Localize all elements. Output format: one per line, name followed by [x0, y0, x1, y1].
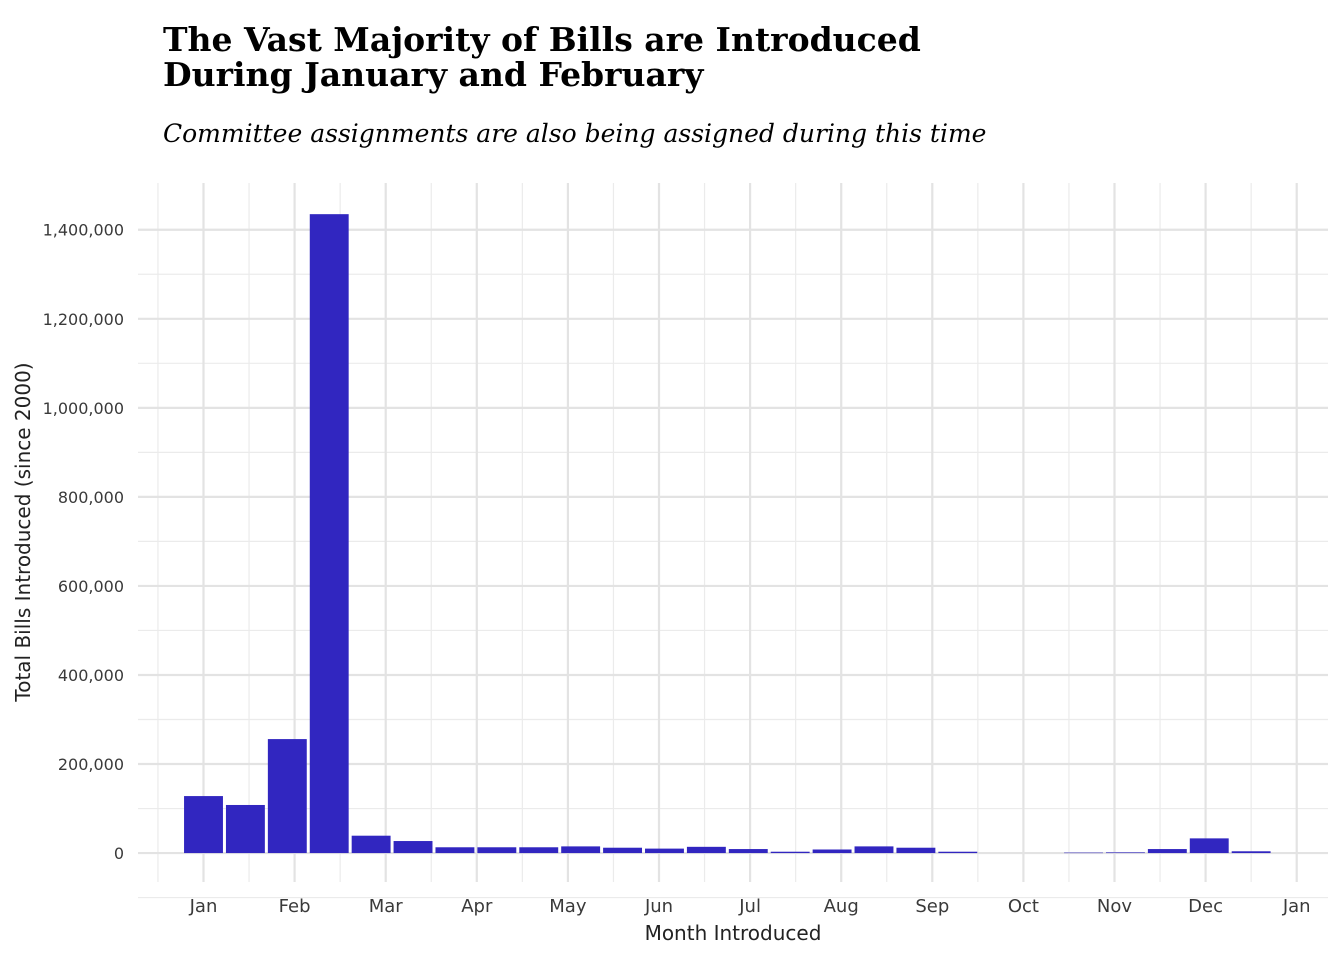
- bar: [1231, 851, 1271, 854]
- bar: [519, 847, 559, 854]
- y-tick-label: 0: [114, 844, 124, 863]
- bar: [603, 847, 643, 854]
- x-tick-label: Feb: [279, 896, 311, 917]
- bar: [812, 849, 852, 854]
- x-tick-label: Apr: [461, 896, 493, 917]
- bar: [561, 846, 601, 854]
- x-tick-label: Dec: [1188, 896, 1223, 917]
- bar: [770, 851, 810, 854]
- bars: [184, 214, 1271, 854]
- x-axis-title: Month Introduced: [645, 921, 822, 945]
- x-tick-label: Sep: [915, 896, 949, 917]
- y-axis-ticks: 0 200,000 400,000 600,000 800,000 1,000,000 1,…: [43, 221, 124, 863]
- y-tick-label: 1,200,000: [43, 310, 124, 329]
- bar: [645, 848, 684, 854]
- x-tick-label: Jun: [644, 896, 673, 917]
- y-tick-label: 1,000,000: [43, 399, 124, 418]
- bar: [1189, 838, 1229, 854]
- y-tick-label: 200,000: [58, 755, 124, 774]
- y-axis-title: Total Bills Introduced (since 2000): [11, 362, 35, 702]
- bar: [1064, 852, 1103, 854]
- bar: [351, 835, 391, 854]
- x-tick-label: Jul: [738, 896, 761, 917]
- bar: [435, 847, 475, 854]
- bar: [854, 846, 894, 854]
- x-tick-label: Oct: [1008, 896, 1039, 917]
- x-tick-label: Jan: [1282, 896, 1311, 917]
- bar: [938, 851, 978, 854]
- bar: [477, 847, 517, 854]
- y-tick-label: 600,000: [58, 577, 124, 596]
- x-tick-label: May: [549, 896, 587, 917]
- bar: [1147, 849, 1187, 854]
- bar: [267, 739, 307, 854]
- bar: [686, 846, 726, 854]
- bar: [225, 804, 265, 854]
- bar: [1105, 852, 1145, 854]
- bar: [393, 841, 433, 854]
- y-tick-label: 1,400,000: [43, 221, 124, 240]
- bar: [184, 796, 223, 854]
- x-tick-label: Jan: [189, 896, 218, 917]
- y-tick-label: 800,000: [58, 488, 124, 507]
- bar: [309, 214, 349, 854]
- x-axis-ticks: Jan Feb Mar Apr May Jun Jul Aug Sep Oct Nov Dec Jan: [189, 896, 1311, 917]
- x-tick-label: Aug: [824, 896, 859, 917]
- chart-title: The Vast Majority of Bills are Introduce…: [163, 20, 921, 94]
- bar: [896, 847, 936, 854]
- x-tick-label: Mar: [369, 896, 404, 917]
- y-tick-label: 400,000: [58, 666, 124, 685]
- bar: [728, 849, 768, 854]
- chart-subtitle: Committee assignments are also being ass…: [163, 119, 987, 148]
- x-tick-label: Nov: [1097, 896, 1132, 917]
